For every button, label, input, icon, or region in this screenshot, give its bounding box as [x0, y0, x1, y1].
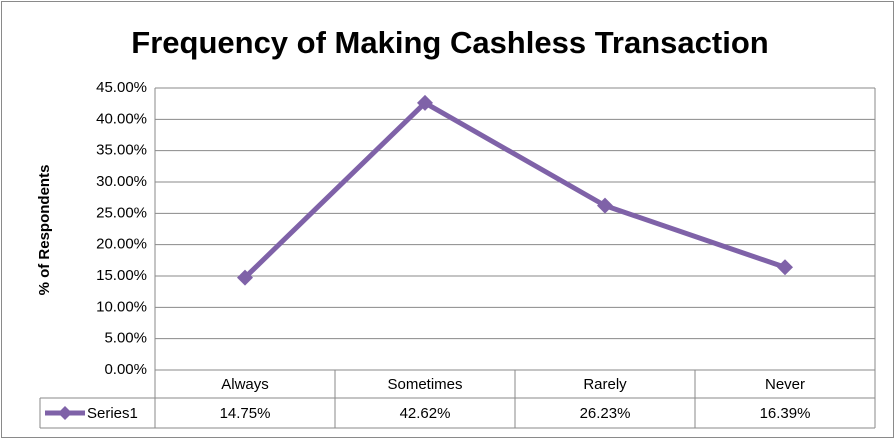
y-tick-label: 40.00%	[96, 110, 147, 127]
legend-marker	[58, 406, 72, 420]
marker	[417, 94, 433, 111]
y-tick-label: 30.00%	[96, 173, 147, 190]
y-tick-label: 35.00%	[96, 142, 147, 159]
y-tick-label: 0.00%	[104, 361, 147, 378]
x-tick-label: Never	[765, 376, 805, 393]
marker	[237, 269, 253, 286]
y-tick-label: 15.00%	[96, 267, 147, 284]
y-tick-label: 25.00%	[96, 204, 147, 221]
legend-label: Series1	[87, 405, 138, 422]
y-tick-label: 10.00%	[96, 298, 147, 315]
x-tick-label: Rarely	[583, 376, 627, 393]
marker	[777, 259, 793, 276]
table-value: 16.39%	[760, 405, 811, 422]
x-tick-label: Sometimes	[387, 376, 462, 393]
y-tick-label: 45.00%	[96, 79, 147, 96]
series-line	[243, 100, 786, 280]
table-value: 14.75%	[220, 405, 271, 422]
y-axis-title: % of Respondents	[36, 165, 53, 296]
marker	[597, 197, 613, 214]
y-tick-label: 5.00%	[104, 330, 147, 347]
chart-title: Frequency of Making Cashless Transaction	[131, 25, 768, 60]
x-tick-label: Always	[221, 376, 269, 393]
table-value: 42.62%	[400, 405, 451, 422]
y-tick-label: 20.00%	[96, 236, 147, 253]
table-value: 26.23%	[580, 405, 631, 422]
